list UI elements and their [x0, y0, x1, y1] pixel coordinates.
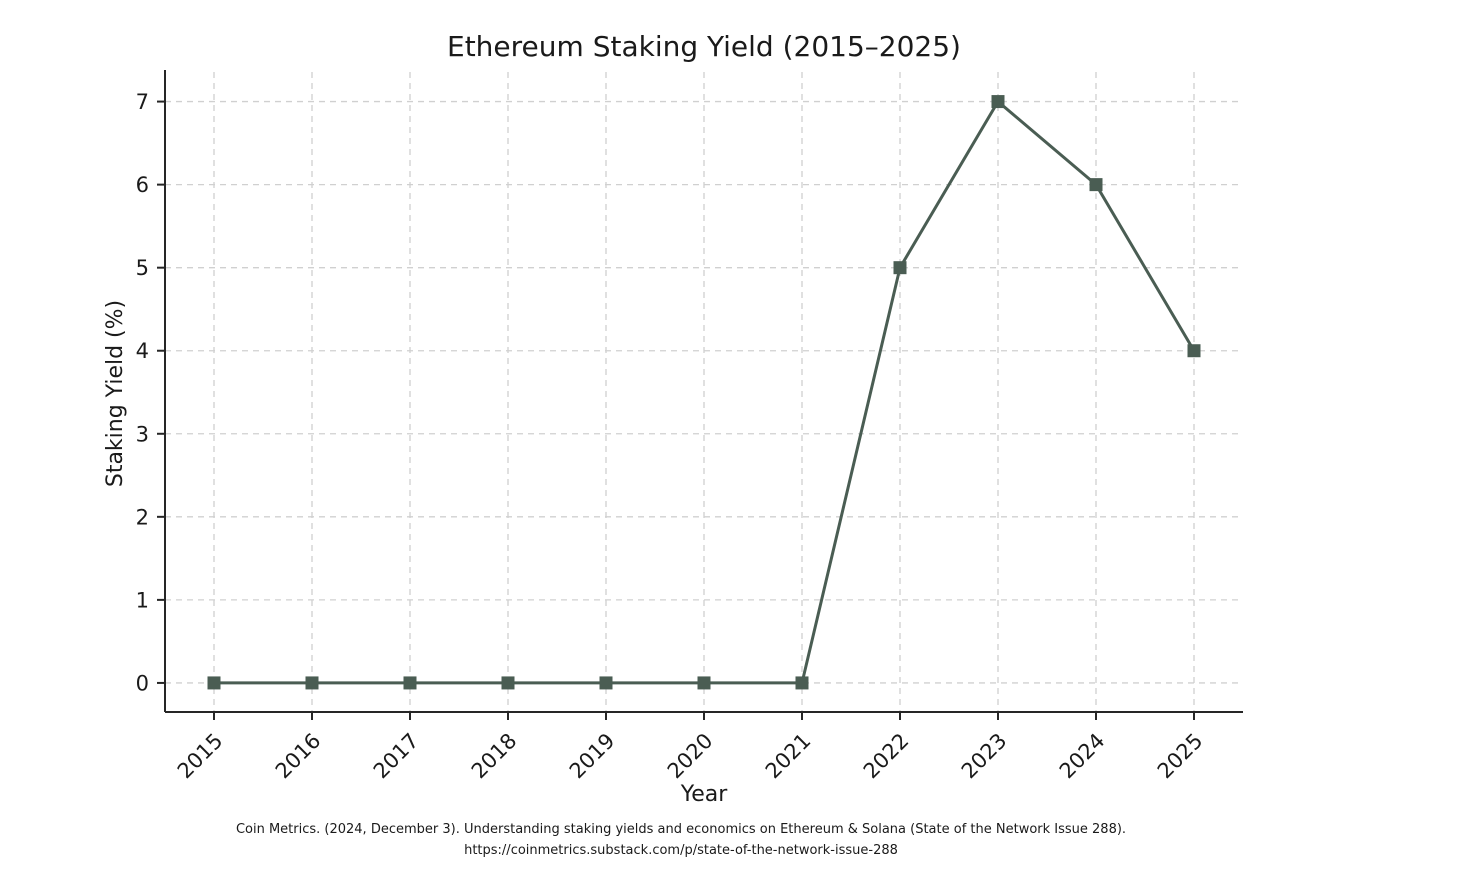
x-tick-label: 2017: [369, 729, 424, 784]
x-tick-label: 2016: [271, 729, 326, 784]
citation-line-2: https://coinmetrics.substack.com/p/state…: [464, 842, 898, 858]
x-axis-label: Year: [680, 782, 729, 807]
citation: Coin Metrics. (2024, December 3). Unders…: [0, 820, 1362, 862]
data-point-marker: [697, 676, 711, 690]
citation-line-1: Coin Metrics. (2024, December 3). Unders…: [235, 822, 1127, 837]
x-tick-label: 2025: [1153, 729, 1208, 784]
data-point-marker: [1089, 178, 1103, 192]
y-tick-label: 5: [136, 256, 149, 280]
y-tick-label: 0: [136, 671, 149, 695]
data-point-marker: [599, 676, 613, 690]
data-point-marker: [893, 261, 907, 275]
y-tick-label: 7: [136, 90, 149, 114]
x-tick-label: 2024: [1055, 729, 1110, 784]
x-tick-label: 2023: [957, 729, 1012, 784]
x-tick-label: 2019: [565, 729, 620, 784]
y-tick-label: 3: [136, 422, 149, 446]
y-tick-label: 6: [136, 173, 149, 197]
x-tick-label: 2018: [467, 729, 522, 784]
x-tick-label: 2020: [663, 729, 718, 784]
y-axis-label: Staking Yield (%): [103, 300, 128, 487]
data-point-marker: [501, 676, 515, 690]
x-tick-label: 2022: [859, 729, 914, 784]
data-point-marker: [795, 676, 809, 690]
data-point-marker: [305, 676, 319, 690]
chart-title: Ethereum Staking Yield (2015–2025): [447, 30, 961, 63]
data-point-marker: [207, 676, 221, 690]
data-point-marker: [1187, 344, 1201, 358]
x-tick-label: 2015: [173, 729, 228, 784]
y-tick-label: 4: [136, 339, 149, 363]
data-point-marker: [991, 95, 1005, 109]
x-tick-label: 2021: [761, 729, 816, 784]
y-tick-label: 1: [136, 588, 149, 612]
data-point-marker: [403, 676, 417, 690]
y-tick-label: 2: [136, 505, 149, 529]
